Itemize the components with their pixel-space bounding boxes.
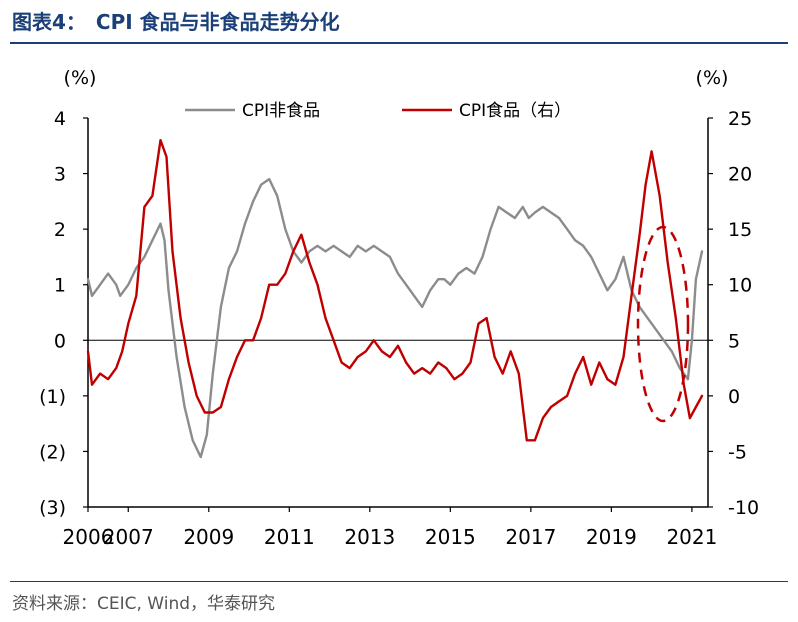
right-tick-label: 15 — [728, 219, 752, 241]
right-tick-label: 20 — [728, 164, 752, 186]
x-tick-label: 2019 — [586, 525, 637, 549]
x-tick-label: 2013 — [344, 525, 395, 549]
chart-title: 图表4： CPI 食品与非食品走势分化 — [12, 10, 340, 34]
series-layer — [86, 138, 704, 459]
title-divider — [10, 42, 788, 44]
x-tick-label: 2006 — [63, 525, 114, 549]
footer-divider — [10, 581, 788, 582]
right-axis-unit: (%) — [696, 67, 729, 89]
highlight-ellipse — [636, 225, 690, 423]
x-tick-label: 2015 — [425, 525, 476, 549]
series-line-cpi-nonfood — [86, 177, 704, 459]
source-note: 资料来源：CEIC, Wind，华泰研究 — [12, 594, 276, 614]
left-tick-label: 0 — [54, 330, 66, 352]
chart-axes: (%) (%) — [64, 67, 729, 508]
right-tick-label: 5 — [728, 330, 740, 352]
right-tick-label: 0 — [728, 386, 740, 408]
legend: CPI非食品 CPI食品（右） — [185, 101, 571, 121]
legend-label: CPI非食品 — [242, 101, 320, 121]
right-tick-label: -5 — [728, 441, 747, 463]
left-axis-ticks: 4 3 2 1 0 (1) (2) (3) — [39, 108, 88, 519]
left-axis-unit: (%) — [64, 67, 97, 89]
left-tick-label: (2) — [39, 441, 66, 463]
left-tick-label: 2 — [54, 219, 66, 241]
left-tick-label: (1) — [39, 386, 66, 408]
x-tick-label: 2021 — [666, 525, 717, 549]
left-tick-label: 1 — [54, 275, 66, 297]
series-line-cpi-food — [86, 138, 704, 442]
left-tick-label: 4 — [54, 108, 66, 130]
left-tick-label: 3 — [54, 164, 66, 186]
right-axis-ticks: 25 20 15 10 5 0 -5 -10 — [708, 108, 759, 519]
right-tick-label: -10 — [728, 497, 759, 519]
right-tick-label: 10 — [728, 275, 752, 297]
x-tick-label: 2011 — [264, 525, 315, 549]
x-tick-label: 2009 — [183, 525, 234, 549]
legend-label: CPI食品（右） — [459, 101, 571, 121]
right-tick-label: 25 — [728, 108, 752, 130]
left-tick-label: (3) — [39, 497, 66, 519]
x-tick-label: 2017 — [505, 525, 556, 549]
x-tick-label: 2007 — [103, 525, 154, 549]
